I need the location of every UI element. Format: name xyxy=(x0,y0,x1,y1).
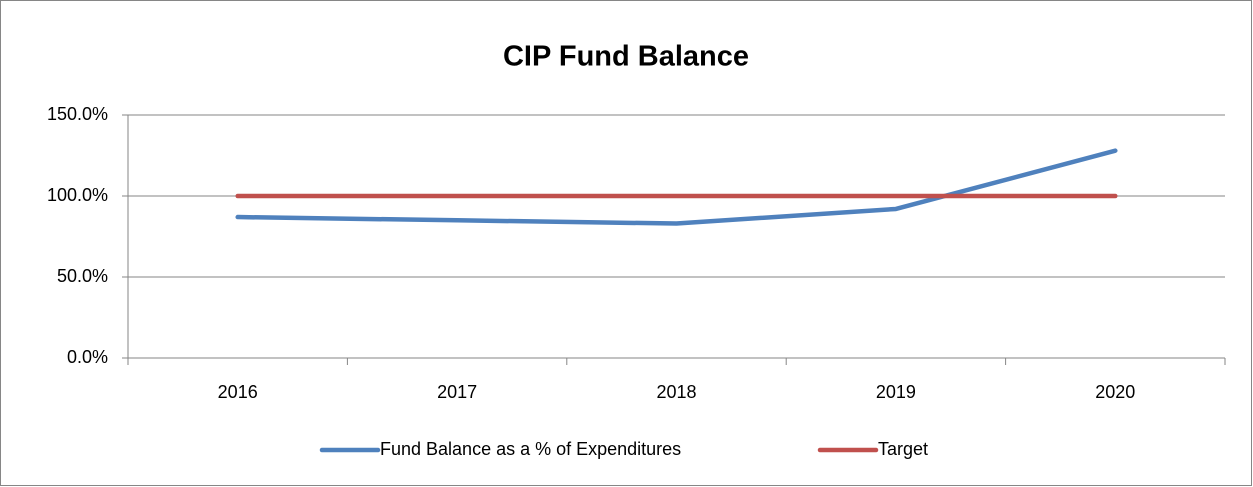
x-tick-label: 2018 xyxy=(656,382,696,402)
y-tick-label: 50.0% xyxy=(57,266,108,286)
y-tick-label: 150.0% xyxy=(47,104,108,124)
y-tick-label: 100.0% xyxy=(47,185,108,205)
legend-label: Target xyxy=(878,439,928,459)
x-tick-label: 2017 xyxy=(437,382,477,402)
x-tick-label: 2020 xyxy=(1095,382,1135,402)
x-tick-label: 2019 xyxy=(876,382,916,402)
x-tick-label: 2016 xyxy=(218,382,258,402)
series-line xyxy=(235,148,1118,226)
legend-label: Fund Balance as a % of Expenditures xyxy=(380,439,681,459)
chart-title: CIP Fund Balance xyxy=(503,41,749,73)
y-tick-label: 0.0% xyxy=(67,347,108,367)
